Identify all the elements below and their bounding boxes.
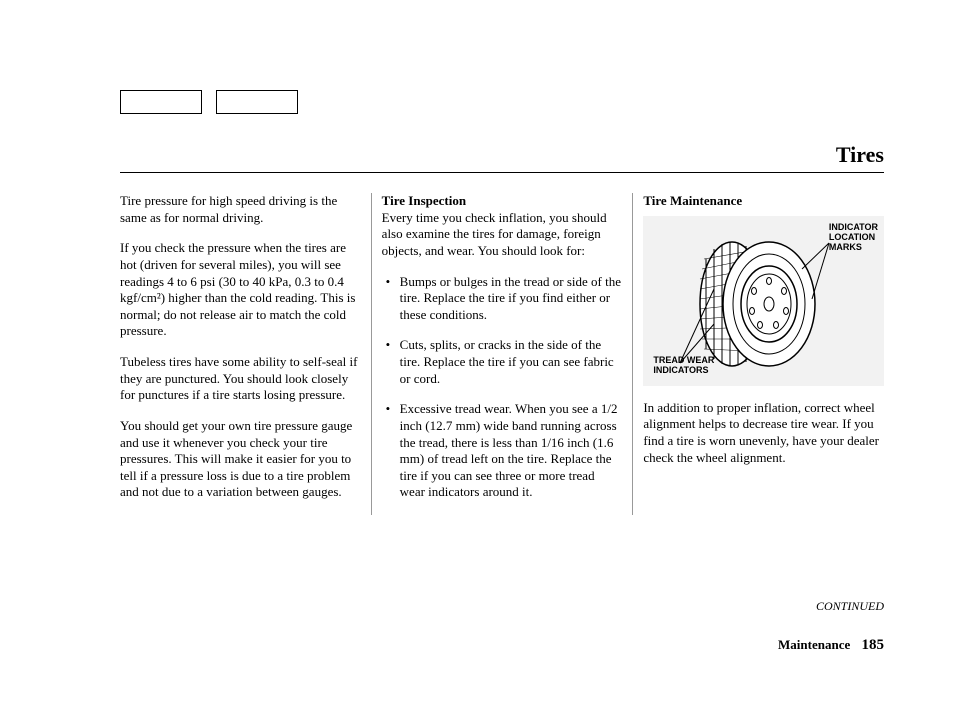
body-text: In addition to proper inflation, correct… bbox=[643, 400, 884, 467]
list-item: Excessive tread wear. When you see a 1/2… bbox=[390, 401, 623, 501]
content-columns: Tire pressure for high speed driving is … bbox=[120, 193, 884, 515]
title-rule: Tires bbox=[120, 142, 884, 173]
body-text: If you check the pressure when the tires… bbox=[120, 240, 361, 340]
body-text: Every time you check inflation, you shou… bbox=[382, 210, 607, 258]
nav-box-left[interactable] bbox=[120, 90, 202, 114]
tire-figure: INDICATOR LOCATION MARKS TREAD WEAR INDI… bbox=[643, 216, 884, 386]
list-item: Cuts, splits, or cracks in the side of t… bbox=[390, 337, 623, 387]
body-text: Tubeless tires have some ability to self… bbox=[120, 354, 361, 404]
section-block: Tire Inspection Every time you check inf… bbox=[382, 193, 623, 260]
nav-box-row bbox=[120, 90, 884, 114]
figure-label-indicator: INDICATOR LOCATION MARKS bbox=[829, 222, 878, 253]
inspection-list: Bumps or bulges in the tread or side of … bbox=[382, 274, 623, 502]
column-2: Tire Inspection Every time you check inf… bbox=[371, 193, 633, 515]
list-item: Bumps or bulges in the tread or side of … bbox=[390, 274, 623, 324]
footer-page-number: 185 bbox=[862, 637, 885, 653]
section-heading: Tire Inspection bbox=[382, 193, 466, 208]
column-1: Tire pressure for high speed driving is … bbox=[120, 193, 371, 515]
section-heading: Tire Maintenance bbox=[643, 193, 884, 210]
continued-marker: CONTINUED bbox=[816, 599, 884, 614]
nav-box-right[interactable] bbox=[216, 90, 298, 114]
footer-section: Maintenance bbox=[778, 637, 850, 652]
body-text: You should get your own tire pressure ga… bbox=[120, 418, 361, 501]
page-title: Tires bbox=[120, 142, 884, 168]
figure-label-tread: TREAD WEAR INDICATORS bbox=[653, 355, 714, 376]
page-footer: Maintenance 185 bbox=[778, 637, 884, 654]
manual-page: Tires Tire pressure for high speed drivi… bbox=[0, 0, 954, 565]
body-text: Tire pressure for high speed driving is … bbox=[120, 193, 361, 226]
column-3: Tire Maintenance bbox=[632, 193, 884, 515]
